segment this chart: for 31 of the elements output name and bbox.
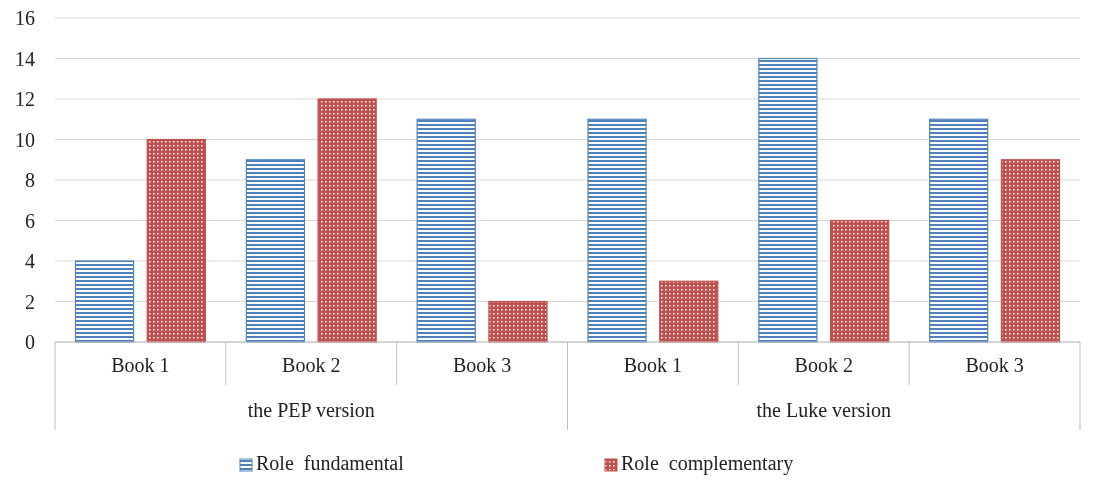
legend-label: Role fundamental <box>256 452 405 474</box>
y-tick-label: 16 <box>15 7 35 29</box>
x-tick-label: Book 1 <box>111 354 170 376</box>
x-tick-label: Book 3 <box>452 354 512 376</box>
y-tick-label: 12 <box>15 88 35 110</box>
legend-label: Role complementary <box>621 452 794 475</box>
bar <box>488 300 548 343</box>
y-tick-label: 2 <box>25 290 35 313</box>
bar <box>829 219 890 343</box>
y-tick-label: 6 <box>25 209 35 232</box>
bar <box>245 159 306 343</box>
bar <box>758 57 818 343</box>
x-tick-label: Book 2 <box>794 354 853 376</box>
y-tick-label: 0 <box>25 331 35 353</box>
y-tick-label: 10 <box>15 128 35 151</box>
x-tick-label: Book 1 <box>623 354 683 376</box>
y-tick-label: 14 <box>15 47 35 70</box>
y-tick-label: 8 <box>25 169 35 191</box>
bar <box>659 280 719 343</box>
text: the PEP version <box>247 399 375 421</box>
bar <box>587 118 647 343</box>
bar <box>317 98 377 343</box>
y-tick-label: 4 <box>25 250 35 272</box>
bar <box>416 118 476 343</box>
bar <box>929 118 989 343</box>
bar <box>74 260 135 343</box>
bar <box>146 138 206 343</box>
x-tick-label: Book 3 <box>965 354 1024 376</box>
bar <box>1000 159 1061 343</box>
text: the Luke version <box>756 399 891 421</box>
x-tick-label: Book 2 <box>282 354 341 376</box>
